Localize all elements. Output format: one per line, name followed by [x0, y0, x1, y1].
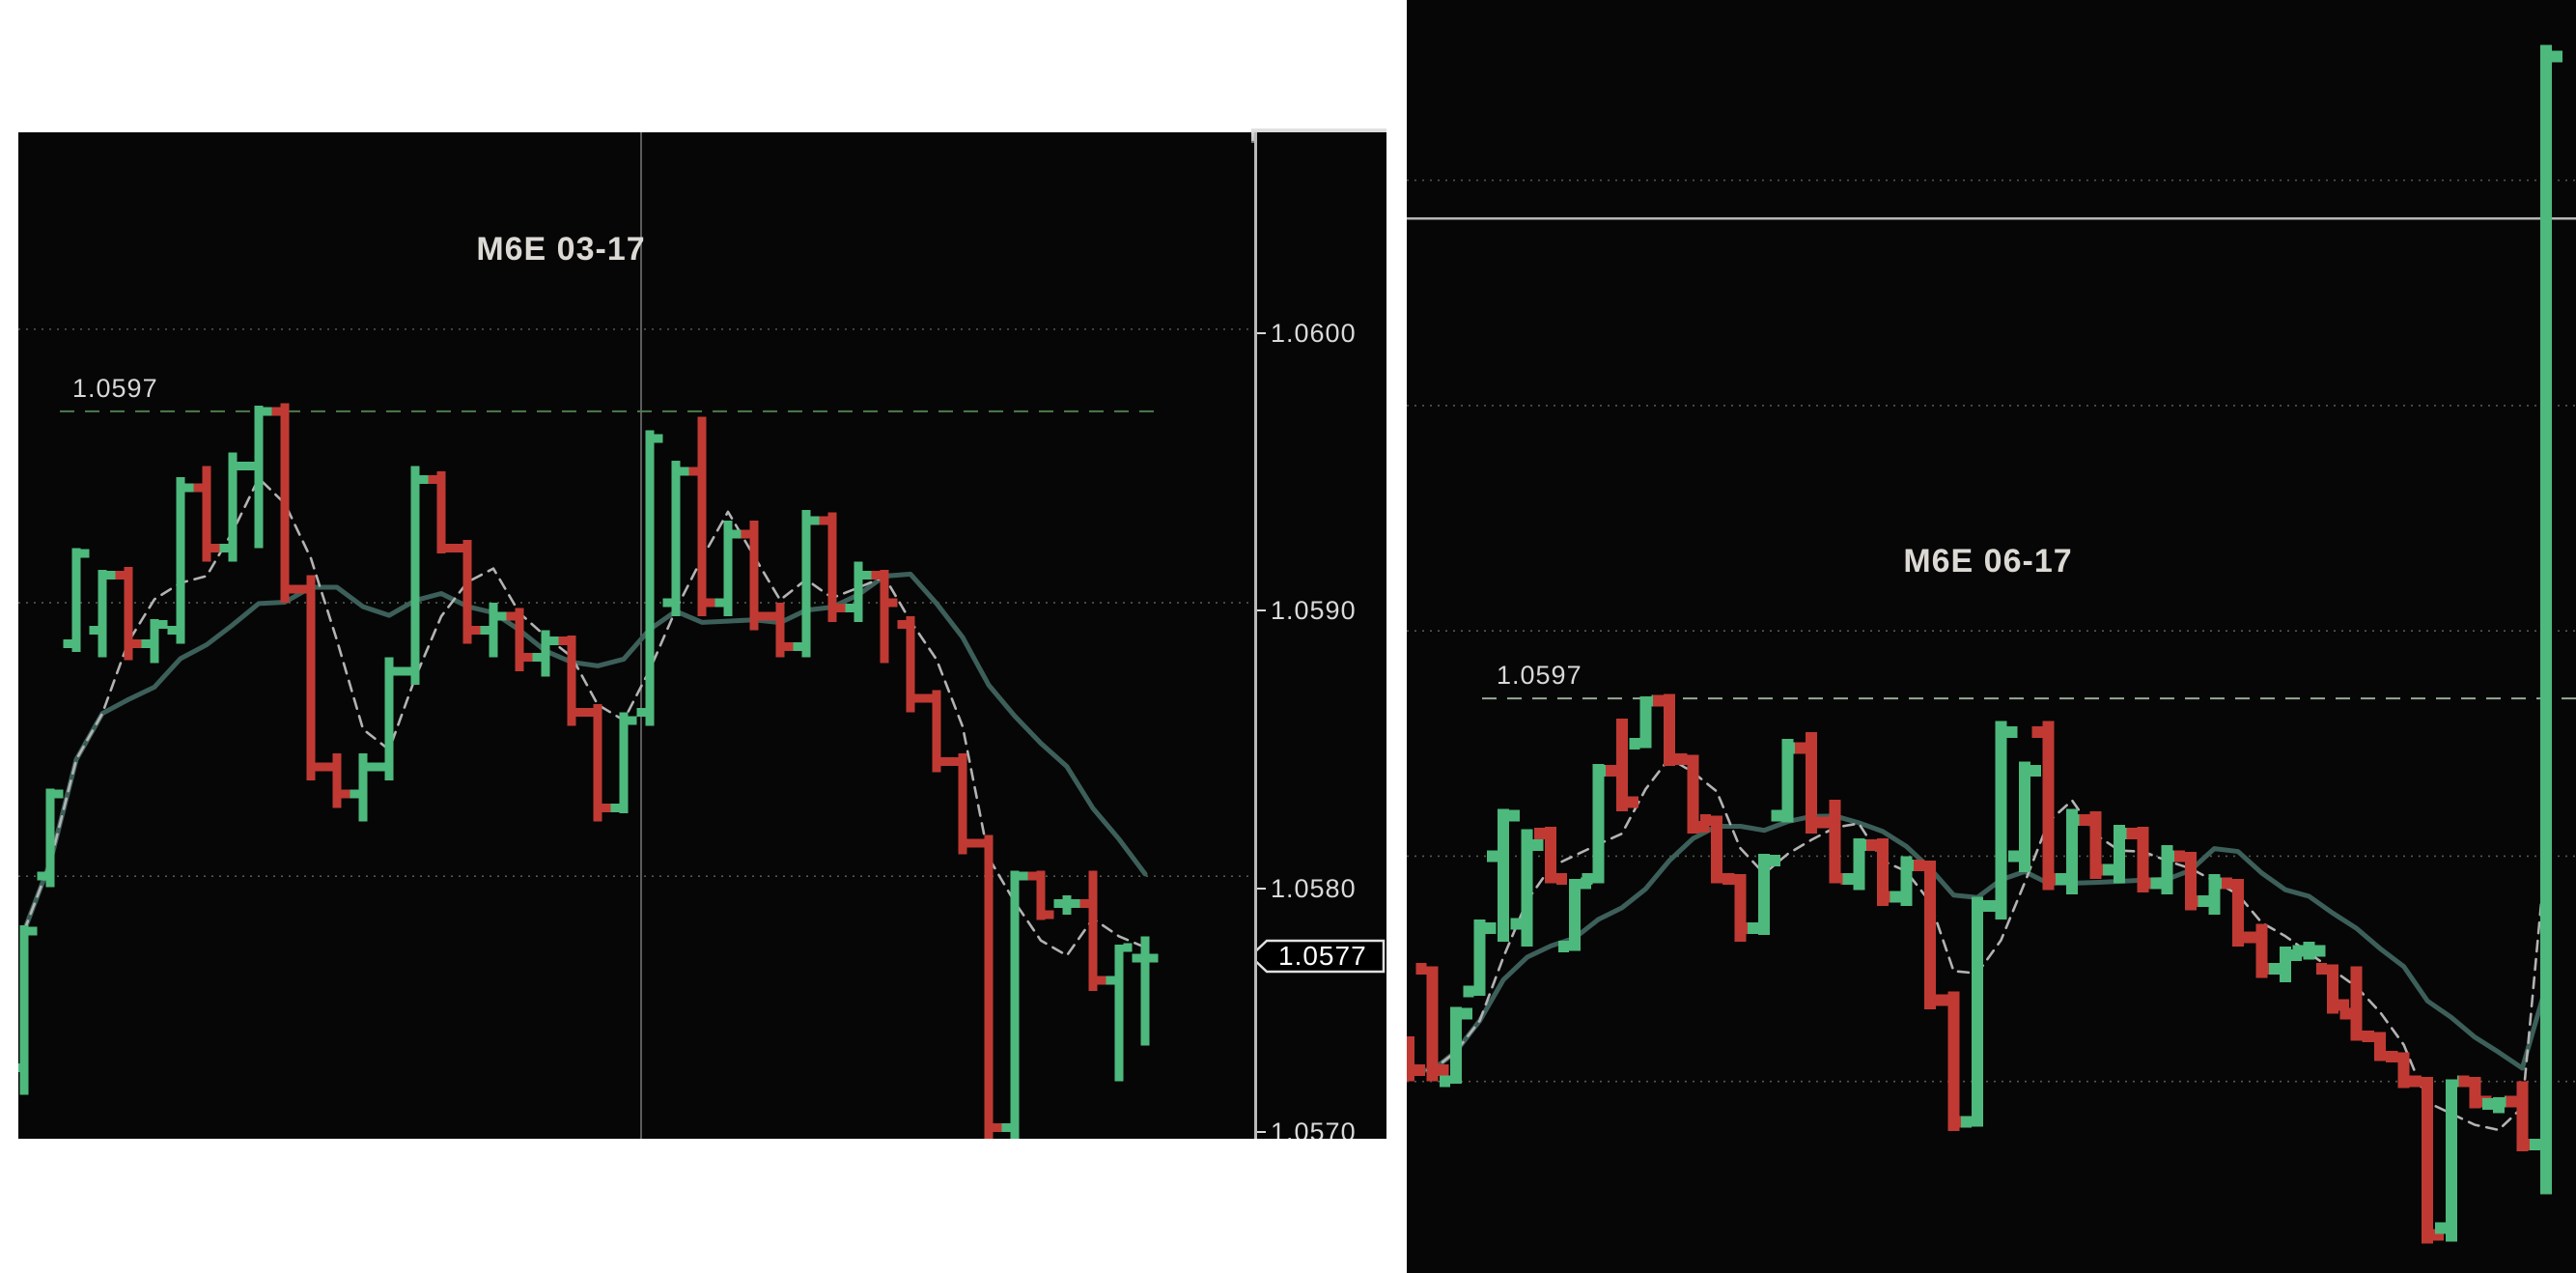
ohlc-bars: [18, 403, 1159, 1139]
axis-tick-label-cut: 1.0570: [1257, 1116, 1357, 1139]
chart-canvas-left[interactable]: [18, 132, 1254, 1139]
ohlc-bars: [1407, 44, 2562, 1244]
ref-price-label-left: 1.0597: [72, 374, 158, 403]
ref-price-label-right: 1.0597: [1497, 661, 1582, 690]
current-price-marker: 1.0577: [1257, 939, 1386, 974]
chart-title-right: M6E 06-17: [1903, 543, 2073, 580]
chart-panel-m6e-06-17[interactable]: M6E 06-17 1.0597: [1407, 0, 2576, 1273]
gridlines: [1407, 179, 2576, 1083]
moving-average-slow: [21, 571, 1148, 934]
price-marker-text: 1.0577: [1278, 941, 1367, 971]
axis-tick-label: 1.0580: [1257, 874, 1357, 903]
moving-average-fast: [22, 476, 1147, 957]
chart-panel-m6e-03-17[interactable]: M6E 03-17 1.0597: [18, 132, 1254, 1139]
chart-title-left: M6E 03-17: [476, 231, 646, 268]
axis-tick-label: 1.0590: [1257, 596, 1357, 625]
chart-canvas-right[interactable]: [1407, 0, 2576, 1273]
price-axis[interactable]: 1.0600 1.0590 1.0580 1.0570 1.0577: [1254, 132, 1386, 1139]
axis-tick-label: 1.0600: [1257, 319, 1357, 348]
price-marker-arrow: [1257, 939, 1386, 974]
gridlines: [18, 132, 1254, 1139]
